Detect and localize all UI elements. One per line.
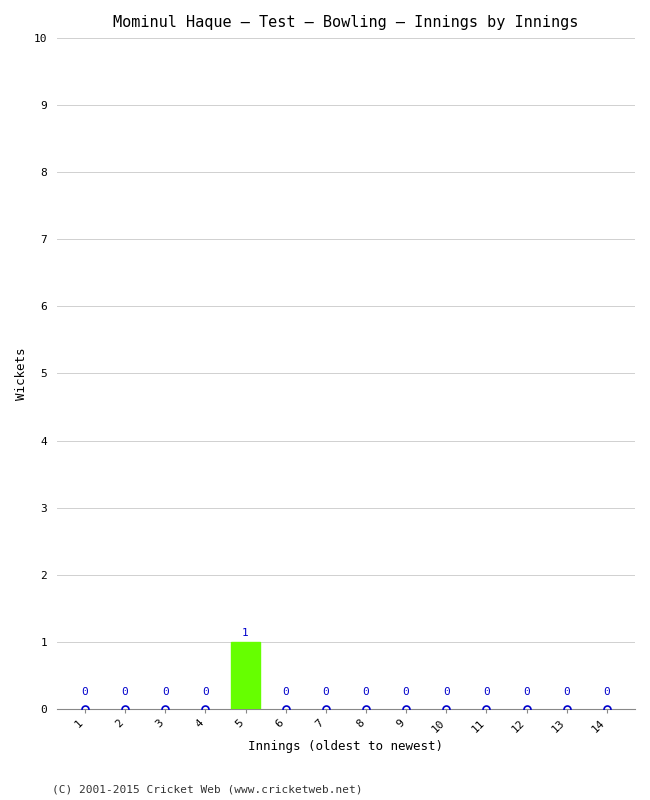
Text: 0: 0 [363,686,369,697]
Text: 0: 0 [282,686,289,697]
Text: 1: 1 [242,628,249,638]
Text: 0: 0 [81,686,88,697]
Text: 0: 0 [483,686,490,697]
Text: 0: 0 [564,686,570,697]
Text: (C) 2001-2015 Cricket Web (www.cricketweb.net): (C) 2001-2015 Cricket Web (www.cricketwe… [52,784,363,794]
Text: 0: 0 [523,686,530,697]
Y-axis label: Wickets: Wickets [15,347,28,400]
Text: 0: 0 [202,686,209,697]
X-axis label: Innings (oldest to newest): Innings (oldest to newest) [248,740,443,753]
Text: 0: 0 [443,686,450,697]
Text: 0: 0 [122,686,129,697]
Text: 0: 0 [162,686,168,697]
Title: Mominul Haque – Test – Bowling – Innings by Innings: Mominul Haque – Test – Bowling – Innings… [113,15,578,30]
Bar [231,642,259,709]
Text: 0: 0 [403,686,410,697]
Text: 0: 0 [322,686,329,697]
Text: 0: 0 [603,686,610,697]
